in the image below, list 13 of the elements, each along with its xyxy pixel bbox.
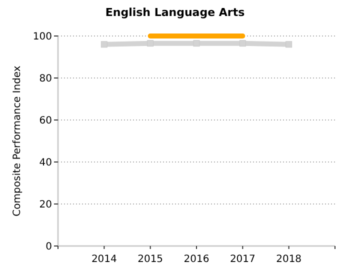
x-tick-label: 2015 (138, 254, 164, 265)
y-tick-label: 100 (32, 32, 52, 42)
y-axis-title: Composite Performance Index (12, 66, 23, 216)
y-tick-label: 40 (39, 158, 52, 168)
x-tick-label: 2016 (184, 254, 210, 265)
x-tick-label: 2014 (91, 254, 117, 265)
y-tick-label: 60 (39, 116, 52, 126)
x-tick-label: 2017 (230, 254, 256, 265)
y-tick-label: 20 (39, 200, 52, 210)
chart-title: English Language Arts (105, 6, 246, 19)
y-tick-label: 80 (39, 74, 52, 84)
x-tick-label: 2018 (276, 254, 302, 265)
y-tick-label: 0 (46, 242, 52, 252)
